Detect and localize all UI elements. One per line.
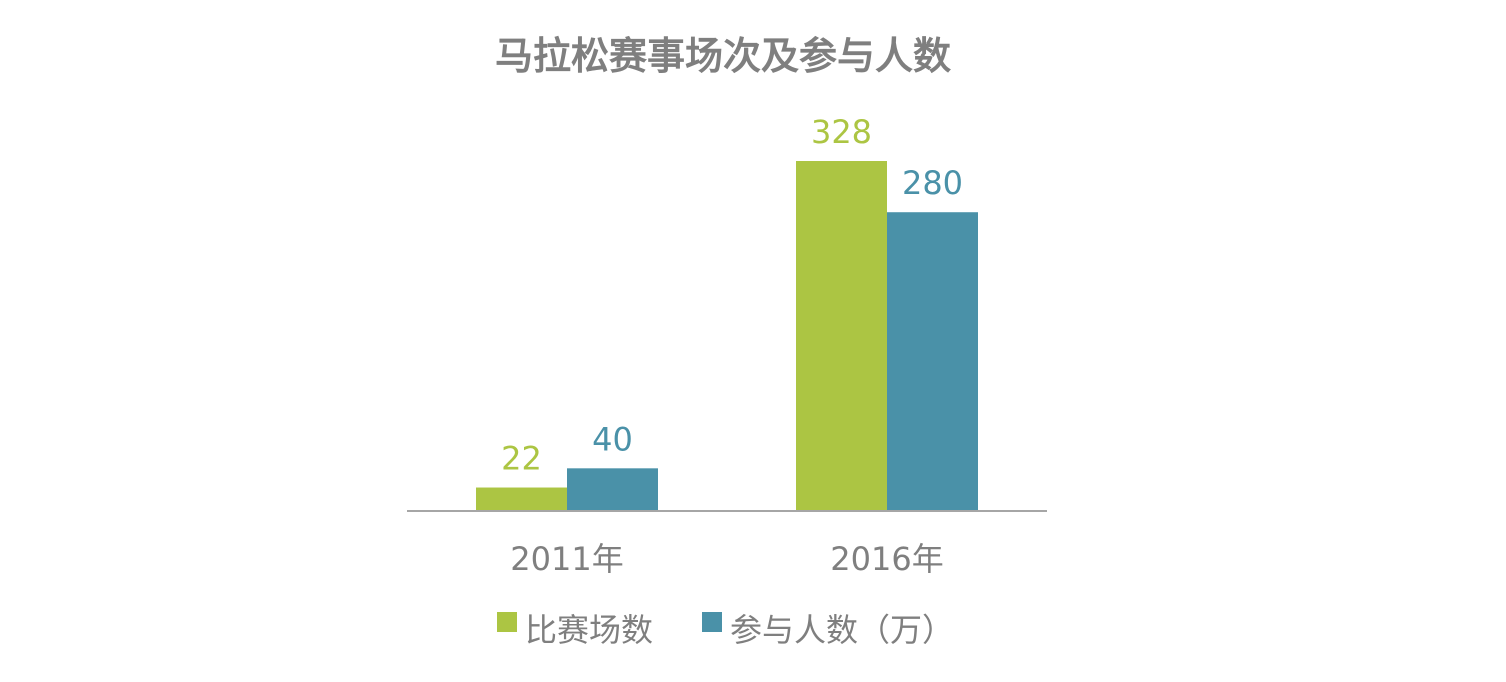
bar-participants-0 xyxy=(567,468,658,511)
bars-layer xyxy=(476,161,978,511)
data-labels-layer: 22 40 328 280 xyxy=(501,113,963,478)
data-label-participants-1: 280 xyxy=(902,164,963,202)
legend-swatch-0 xyxy=(497,612,517,632)
x-tick-label-0: 2011年 xyxy=(510,540,623,578)
legend-swatch-1 xyxy=(702,612,722,632)
x-tick-label-1: 2016年 xyxy=(830,540,943,578)
bar-races-0 xyxy=(476,487,567,511)
legend: 比赛场数 参与人数（万） xyxy=(497,611,954,649)
legend-label-0: 比赛场数 xyxy=(525,611,653,649)
data-label-races-1: 328 xyxy=(811,113,872,151)
bar-participants-1 xyxy=(887,212,978,511)
chart-title: 马拉松赛事场次及参与人数 xyxy=(495,34,951,78)
data-label-races-0: 22 xyxy=(501,440,542,478)
data-label-participants-0: 40 xyxy=(592,420,633,458)
x-tick-labels: 2011年 2016年 xyxy=(510,540,943,578)
bar-races-1 xyxy=(796,161,887,511)
legend-label-1: 参与人数（万） xyxy=(730,611,954,649)
